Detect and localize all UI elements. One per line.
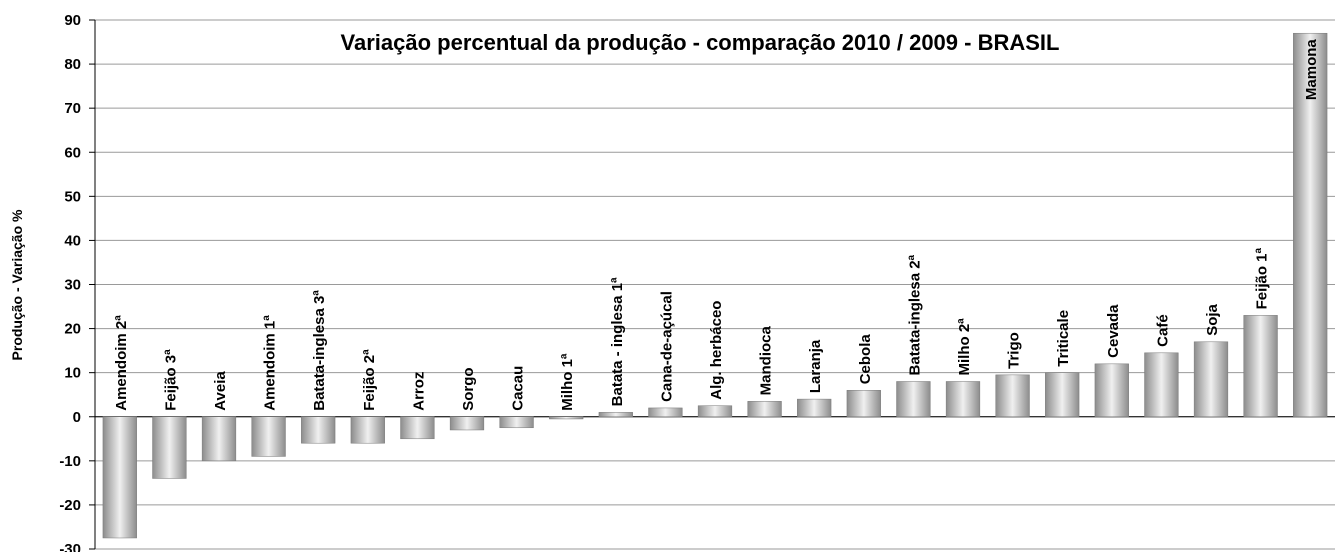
y-tick-label: 50 (64, 188, 81, 205)
category-label: Sorgo (460, 367, 477, 410)
category-label: Amendoim 1ª (262, 315, 279, 411)
category-label: Café (1154, 314, 1171, 347)
category-label: Milho 2ª (956, 318, 973, 376)
bar (549, 416, 584, 420)
category-label: Batata-inglesa 2ª (906, 254, 923, 375)
y-tick-label: 20 (64, 321, 81, 338)
bar (102, 416, 137, 539)
y-tick-label: 80 (64, 56, 81, 73)
bar (648, 407, 683, 417)
y-tick-label: 90 (64, 12, 81, 29)
y-tick-label: 40 (64, 232, 81, 249)
y-tick-label: 0 (73, 409, 81, 426)
category-label: Feijão 2ª (361, 349, 378, 411)
y-tick-label: 60 (64, 144, 81, 161)
category-label: Cana-de-açúcal (658, 291, 675, 402)
y-tick-label: -30 (59, 541, 81, 552)
category-label: Triticale (1055, 310, 1072, 367)
category-label: Amendoim 2ª (113, 315, 130, 411)
bar (697, 405, 733, 417)
category-label: Batata - inglesa 1ª (609, 277, 626, 406)
bar (598, 412, 633, 418)
y-tick-label: 10 (64, 365, 81, 382)
chart-title: Variação percentual da produção - compar… (341, 30, 1060, 55)
category-label: Trigo (1006, 332, 1023, 369)
category-label: Cevada (1105, 304, 1122, 358)
category-label: Alg. herbáceo (708, 301, 725, 400)
bar (499, 416, 534, 429)
bar (1193, 341, 1229, 417)
category-label: Mamona (1303, 39, 1320, 101)
category-label: Batata-inglesa 3ª (311, 290, 328, 411)
y-tick-label: 30 (64, 277, 81, 294)
bar (797, 398, 832, 418)
category-label: Cacau (510, 366, 527, 411)
bar (1094, 363, 1129, 418)
category-label: Mandioca (758, 325, 775, 395)
y-tick-label: 70 (64, 100, 81, 117)
bar (449, 416, 485, 431)
category-label: Cebola (857, 334, 874, 385)
bar (945, 381, 981, 418)
category-label: Feijão 3ª (162, 349, 179, 411)
bar (251, 416, 286, 457)
y-axis-label: Produção - Variação % (9, 209, 25, 360)
bar (995, 374, 1030, 417)
bar (350, 416, 385, 444)
bar (1243, 315, 1278, 418)
category-label: Soja (1204, 303, 1221, 335)
category-label: Milho 1ª (559, 353, 576, 411)
bar (747, 401, 782, 417)
bar (1293, 32, 1328, 417)
category-label: Aveia (212, 371, 229, 411)
bar (846, 390, 881, 417)
y-tick-label: -20 (59, 497, 81, 514)
y-tick-label: -10 (59, 453, 81, 470)
category-label: Feijão 1ª (1254, 248, 1271, 310)
category-label: Arroz (410, 372, 427, 411)
bar (1045, 372, 1080, 417)
bar (1144, 352, 1179, 417)
bar (301, 416, 336, 444)
bar (400, 416, 435, 440)
bar (201, 416, 237, 462)
bar (152, 416, 187, 479)
category-label: Laranja (807, 339, 824, 393)
bar (896, 381, 931, 418)
